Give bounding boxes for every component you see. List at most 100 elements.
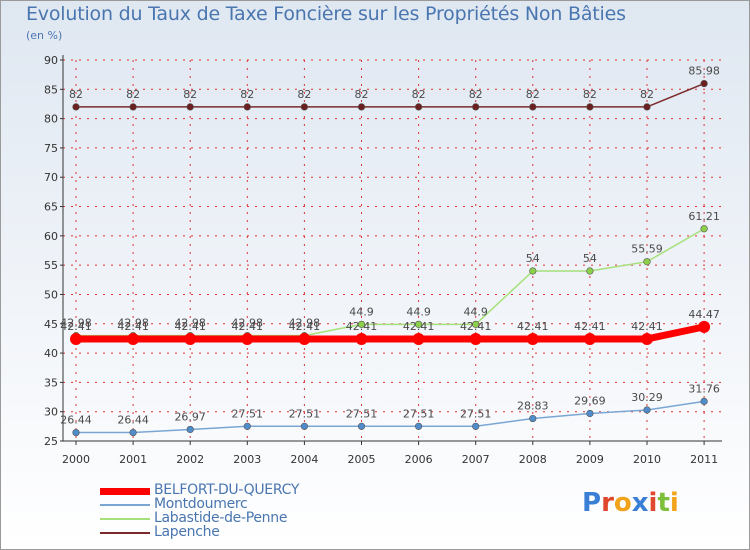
data-point — [529, 103, 537, 111]
data-label: 54 — [583, 252, 597, 265]
x-tick-label: 2003 — [233, 453, 261, 466]
data-point — [700, 397, 708, 405]
data-label: 42.41 — [60, 320, 92, 333]
data-label: 82 — [240, 88, 254, 101]
logo-letter: t — [657, 488, 670, 518]
series-line-belfort-du-quercy — [76, 323, 705, 343]
data-point — [698, 320, 711, 333]
x-tick-label: 2001 — [119, 453, 147, 466]
legend-label-labastide: Labastide-de-Penne — [154, 510, 288, 526]
data-point — [184, 332, 197, 345]
data-point — [469, 332, 482, 345]
data-point — [415, 422, 423, 430]
y-tick-label: 50 — [44, 288, 58, 301]
data-label: 30.29 — [631, 391, 663, 404]
data-label: 42.41 — [117, 320, 149, 333]
x-tick-label: 2008 — [519, 453, 547, 466]
y-tick-label: 85 — [44, 83, 58, 96]
y-tick-label: 45 — [44, 318, 58, 331]
data-point — [186, 103, 194, 111]
data-label: 42.98 — [117, 317, 149, 330]
data-label: 82 — [640, 88, 654, 101]
data-label: 42.41 — [346, 320, 378, 333]
data-point — [700, 225, 708, 233]
data-point — [300, 103, 309, 111]
y-tick-label: 65 — [44, 201, 58, 214]
data-label: 27.51 — [403, 407, 435, 420]
data-point — [72, 428, 80, 437]
data-point — [586, 267, 594, 275]
x-tick-label: 2005 — [348, 453, 376, 466]
legend-label-belfort: BELFORT-DU-QUERCY — [154, 482, 300, 498]
data-label: 31.76 — [688, 382, 720, 395]
data-point — [643, 406, 651, 414]
data-label: 42.41 — [403, 320, 435, 333]
series-line-lapenche — [76, 82, 705, 108]
data-point — [415, 320, 423, 328]
data-label: 42.41 — [174, 320, 206, 333]
data-label: 82 — [469, 88, 483, 101]
y-tick-label: 35 — [44, 376, 58, 389]
series-lines-layer — [76, 82, 705, 434]
data-label: 42.41 — [289, 320, 321, 333]
data-label: 42.98 — [289, 317, 321, 330]
data-label: 82 — [355, 88, 369, 101]
data-label: 42.41 — [517, 320, 549, 333]
data-point — [586, 409, 594, 418]
data-point — [643, 103, 651, 111]
grid-layer — [63, 59, 722, 442]
x-tick-label: 2010 — [633, 453, 661, 466]
legend-swatch-montdoumerc — [100, 504, 150, 506]
data-label: 26.44 — [117, 414, 149, 427]
logo-letter: i — [669, 488, 679, 518]
data-point — [127, 332, 140, 345]
data-point — [72, 103, 80, 111]
data-point — [243, 103, 251, 111]
chart-title: Evolution du Taux de Taxe Foncière sur l… — [26, 3, 626, 25]
proxiti-logo[interactable]: Proxiti — [582, 488, 679, 518]
data-point — [357, 320, 366, 328]
logo-letter: r — [601, 488, 614, 518]
data-label: 27.51 — [460, 407, 492, 420]
data-label: 44.9 — [406, 305, 431, 318]
y-tick-label: 55 — [44, 259, 58, 272]
y-tick-label: 60 — [44, 230, 58, 243]
data-label: 42.41 — [232, 320, 264, 333]
x-tick-label: 2000 — [62, 453, 90, 466]
x-tick-label: 2007 — [462, 453, 490, 466]
data-label: 82 — [412, 88, 426, 101]
data-label: 44.9 — [349, 305, 374, 318]
data-point — [472, 422, 480, 430]
data-point — [243, 422, 251, 430]
data-label: 27.51 — [346, 407, 378, 420]
x-tick-label: 2009 — [576, 453, 604, 466]
data-point — [583, 332, 596, 345]
data-point — [586, 103, 594, 111]
data-label: 27.51 — [289, 407, 321, 420]
data-label: 29.69 — [574, 395, 606, 408]
y-tick-label: 30 — [44, 406, 58, 419]
data-label: 42.41 — [631, 320, 663, 333]
data-label: 85.98 — [688, 65, 720, 78]
y-tick-label: 75 — [44, 142, 58, 155]
x-tick-label: 2004 — [290, 453, 318, 466]
unit-label: (en %) — [26, 29, 63, 42]
data-label: 82 — [583, 88, 597, 101]
data-point — [355, 332, 368, 345]
y-tick-label: 90 — [44, 54, 58, 67]
data-point — [186, 425, 194, 434]
y-tick-label: 25 — [44, 435, 58, 448]
data-label: 82 — [183, 88, 197, 101]
x-tick-label: 2002 — [176, 453, 204, 466]
data-point — [241, 332, 254, 345]
data-label: 42.98 — [60, 317, 92, 330]
data-point — [300, 422, 309, 430]
data-label: 82 — [69, 88, 83, 101]
data-label: 42.41 — [574, 320, 606, 333]
axes-layer: 25 30 35 40 45 50 55 60 65 70 75 80 85 90 2000 2001 2002… — [44, 54, 722, 466]
x-tick-label: 2011 — [690, 453, 718, 466]
y-tick-label: 40 — [44, 347, 58, 360]
